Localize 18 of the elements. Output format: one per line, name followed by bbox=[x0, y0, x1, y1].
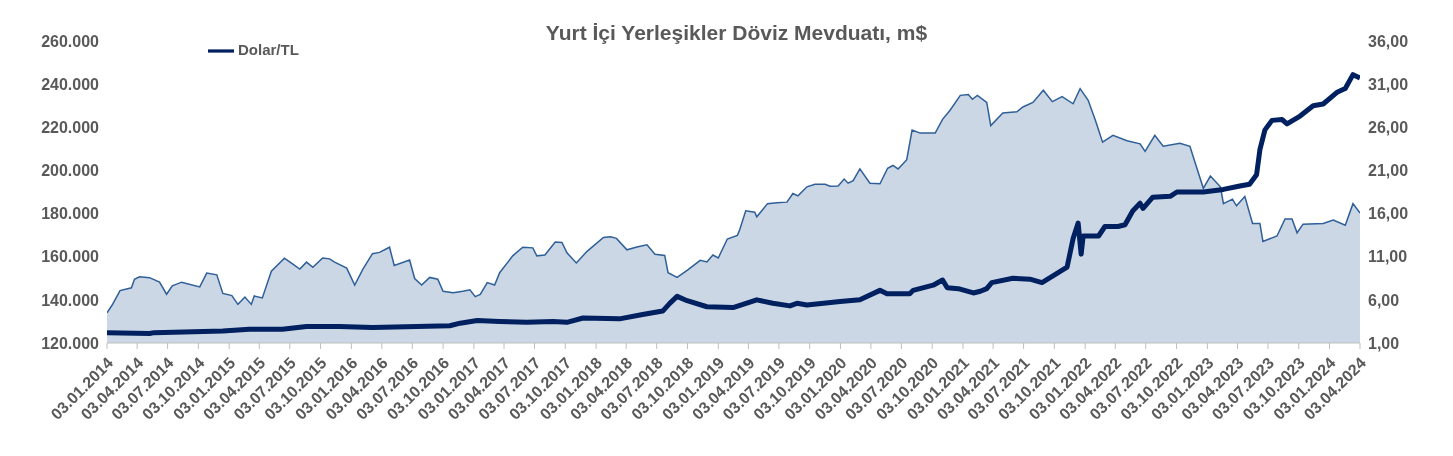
y-tick-label: 260.000 bbox=[41, 32, 100, 50]
y-tick-label: 160.000 bbox=[41, 248, 100, 266]
y2-tick-label: 26,00 bbox=[1368, 118, 1409, 136]
y2-tick-label: 16,00 bbox=[1368, 205, 1409, 223]
y2-tick-label: 1,00 bbox=[1368, 334, 1400, 352]
chart-title: Yurt İçi Yerleşikler Döviz Mevduatı, m$ bbox=[545, 21, 928, 44]
legend-label: Dolar/TL bbox=[238, 40, 299, 58]
y-tick-label: 180.000 bbox=[41, 205, 100, 223]
y-tick-label: 140.000 bbox=[41, 291, 100, 309]
y2-tick-label: 31,00 bbox=[1368, 75, 1409, 93]
y-tick-label: 240.000 bbox=[41, 75, 100, 93]
y-tick-label: 220.000 bbox=[41, 118, 100, 136]
y-tick-label: 200.000 bbox=[41, 162, 100, 180]
y2-tick-label: 21,00 bbox=[1368, 162, 1409, 180]
y2-tick-label: 6,00 bbox=[1368, 291, 1400, 309]
y2-tick-label: 11,00 bbox=[1368, 248, 1408, 266]
y-tick-label: 120.000 bbox=[41, 334, 100, 352]
y2-tick-label: 36,00 bbox=[1368, 32, 1409, 50]
